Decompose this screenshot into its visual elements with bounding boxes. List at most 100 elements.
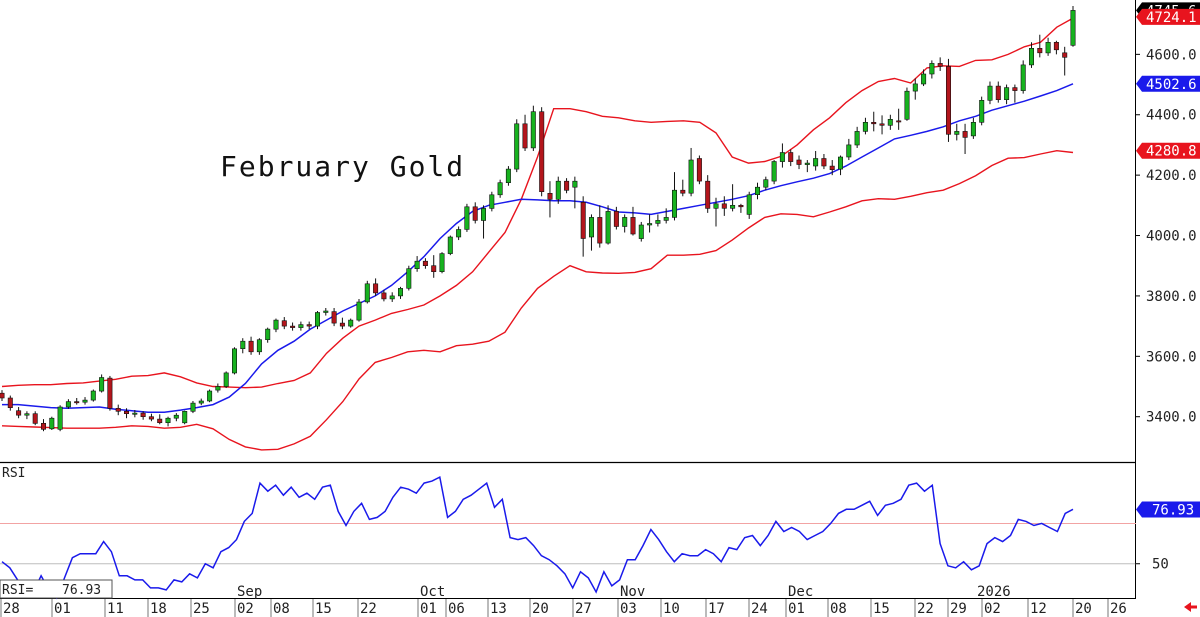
price-tag: 4280.8: [1136, 142, 1200, 160]
candle: [530, 105, 536, 151]
time-tick-label: 17: [708, 601, 725, 617]
chart-title: February Gold: [220, 150, 465, 183]
candle: [165, 416, 171, 427]
candle-body-up: [24, 413, 30, 416]
candle: [987, 81, 993, 105]
candle: [837, 155, 843, 176]
candle: [547, 181, 553, 218]
candle-body-down: [373, 283, 379, 294]
time-tick-label: 20: [532, 601, 549, 617]
candle-body-down: [115, 407, 121, 412]
candle-body-down: [539, 111, 545, 192]
candle-body-up: [854, 131, 860, 146]
candle: [879, 115, 885, 135]
candle: [580, 196, 586, 257]
candle-body-up: [555, 180, 561, 200]
candle-body-down: [829, 165, 835, 171]
bollinger-lower-line: [1, 149, 1074, 451]
candle: [555, 176, 561, 204]
candle-body-down: [40, 422, 46, 430]
price-tag-background: [1136, 75, 1200, 92]
candle: [157, 414, 163, 425]
candle-body-down: [431, 265, 437, 273]
scroll-right-arrow-icon[interactable]: [1184, 602, 1197, 612]
price-tick-label: 4600.0: [1146, 47, 1197, 63]
candle: [630, 206, 636, 236]
candle: [472, 202, 478, 224]
candle-body-up: [132, 412, 138, 415]
candle: [1045, 37, 1051, 56]
candle-body-down: [1053, 41, 1059, 51]
candle: [74, 397, 80, 405]
candle-body-down: [381, 292, 387, 300]
candle-body-up: [1029, 47, 1035, 66]
candle: [1012, 84, 1018, 103]
candle-body-down: [522, 123, 528, 149]
candle-body-down: [680, 189, 686, 194]
price-tick-label: 3600.0: [1146, 349, 1197, 365]
candle: [314, 311, 320, 330]
candlesticks: [0, 6, 1076, 432]
candle: [198, 398, 204, 406]
candle-body-up: [173, 414, 179, 419]
candle: [854, 126, 860, 148]
candle-body-down: [613, 211, 619, 227]
candle: [207, 389, 213, 403]
candle: [7, 395, 13, 411]
candle-body-down: [788, 152, 794, 162]
candle-body-down: [696, 158, 702, 182]
candle: [746, 191, 752, 219]
candle: [572, 176, 578, 209]
candle: [99, 374, 105, 393]
candle-body-up: [232, 348, 238, 374]
candle-body-up: [447, 236, 453, 254]
time-tick-label: 01: [54, 601, 71, 617]
candle-body-up: [763, 179, 769, 188]
bollinger-upper-line: [1, 17, 1074, 389]
time-tick-label: 24: [751, 601, 768, 617]
candle-body-up: [846, 144, 852, 158]
candle: [771, 160, 777, 185]
time-month-label: Dec: [788, 584, 813, 600]
candle-body-up: [1045, 41, 1051, 54]
price-tag-label: 4280.8: [1146, 144, 1197, 160]
candle: [364, 280, 370, 304]
candle: [1053, 40, 1059, 55]
rsi-readout-label: RSI=: [2, 583, 33, 598]
candle-body-up: [82, 399, 88, 403]
time-tick-label: 28: [3, 601, 20, 617]
candle-body-down: [248, 340, 254, 353]
candle: [215, 383, 221, 393]
candle: [680, 179, 686, 197]
candle: [24, 411, 30, 420]
price-tag-label: 4502.6: [1146, 77, 1197, 93]
candle-body-up: [638, 224, 644, 239]
time-tick-label: 26: [1110, 601, 1127, 617]
candle-body-up: [647, 223, 653, 226]
candle-body-up: [813, 158, 819, 167]
candle: [671, 172, 677, 221]
candle-body-down: [738, 205, 744, 208]
candle: [705, 175, 711, 213]
candle-body-up: [406, 268, 412, 289]
candle-body-up: [356, 301, 362, 321]
candle: [140, 411, 146, 420]
candle-body-up: [746, 194, 752, 215]
candle-body-down: [721, 203, 727, 209]
candle: [514, 119, 520, 173]
candle: [356, 298, 362, 322]
candle-body-up: [1020, 64, 1026, 91]
candle-body-up: [456, 229, 462, 238]
candle-body-down: [157, 418, 163, 424]
candle: [40, 419, 46, 432]
time-tick-label: 12: [1030, 601, 1047, 617]
candle: [954, 123, 960, 141]
candle: [730, 184, 736, 212]
candle: [597, 205, 603, 248]
candle-body-down: [547, 193, 553, 200]
candle-body-down: [705, 180, 711, 209]
candle: [373, 278, 379, 296]
bollinger-bands: [1, 17, 1074, 451]
candle-body-up: [671, 189, 677, 218]
candle: [323, 308, 329, 316]
